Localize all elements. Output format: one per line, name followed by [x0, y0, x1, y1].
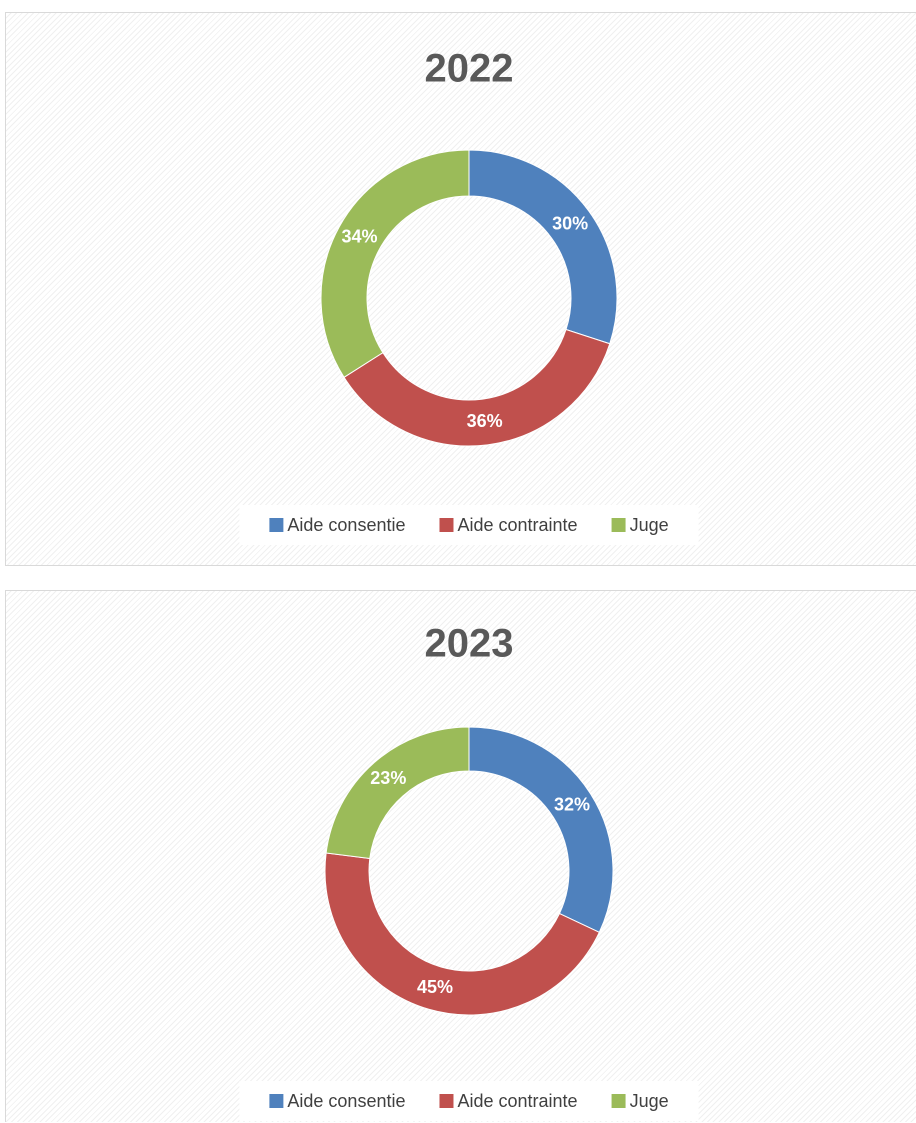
legend-swatch [269, 1094, 284, 1108]
legend-label: Aide consentie [287, 1091, 405, 1111]
legend-swatch [269, 518, 284, 532]
data-label: 30% [552, 213, 588, 233]
legend-swatch [439, 518, 454, 532]
data-label: 34% [341, 227, 377, 247]
data-label: 32% [554, 794, 590, 814]
chart-title: 2023 [425, 622, 514, 666]
donut-slice [324, 852, 600, 1016]
legend-label: Aide contrainte [457, 515, 577, 535]
legend-label: Juge [630, 1091, 669, 1111]
chart-title: 2022 [425, 47, 514, 91]
data-label: 45% [417, 977, 453, 997]
donut-slice [468, 726, 614, 933]
legend-label: Juge [630, 515, 669, 535]
legend-swatch [439, 1094, 454, 1108]
legend-label: Aide contrainte [457, 1091, 577, 1111]
donut-slice [468, 149, 618, 345]
legend-swatch [611, 1094, 626, 1108]
chart: 2023 32% 45% 23% Aide consentie Aide contrain… [239, 622, 699, 1121]
chart-panel: 2022 30% 36% 34% Aide consentie Aide contrain… [5, 12, 916, 566]
chart-panel: 2023 32% 45% 23% Aide consentie Aide contrain… [5, 590, 916, 1122]
donut-slice [325, 726, 470, 860]
donut-slice [343, 328, 611, 447]
data-label: 36% [467, 411, 503, 431]
chart: 2022 30% 36% 34% Aide consentie Aide contrain… [239, 47, 699, 545]
legend-swatch [611, 518, 626, 532]
legend-label: Aide consentie [287, 515, 405, 535]
data-label: 23% [370, 768, 406, 788]
donut-slice [320, 149, 470, 378]
